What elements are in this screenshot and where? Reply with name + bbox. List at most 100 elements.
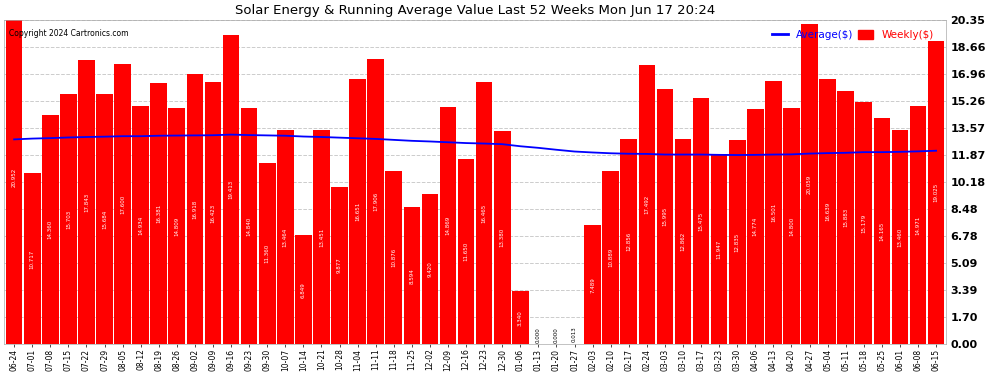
Title: Solar Energy & Running Average Value Last 52 Weeks Mon Jun 17 20:24: Solar Energy & Running Average Value Las… (235, 4, 715, 17)
Text: 7.489: 7.489 (590, 277, 595, 292)
Bar (729, 140, 745, 344)
Text: 15.475: 15.475 (699, 211, 704, 231)
Bar (313, 130, 330, 344)
Text: 10.717: 10.717 (30, 249, 35, 268)
Text: 12.856: 12.856 (627, 232, 632, 252)
Bar (892, 130, 908, 344)
Legend: Average($), Weekly($): Average($), Weekly($) (770, 28, 937, 42)
Bar (873, 118, 890, 344)
Bar (6, 10, 23, 344)
Text: 20.952: 20.952 (12, 168, 17, 187)
Text: 3.340: 3.340 (518, 310, 523, 326)
Text: 14.971: 14.971 (916, 215, 921, 235)
Text: 13.460: 13.460 (898, 227, 903, 247)
Text: 13.464: 13.464 (283, 227, 288, 247)
Bar (639, 65, 655, 344)
Text: 16.423: 16.423 (211, 204, 216, 223)
Text: 0.013: 0.013 (572, 326, 577, 342)
Text: 0.000: 0.000 (554, 327, 559, 343)
Text: 14.800: 14.800 (789, 217, 794, 236)
Text: 8.594: 8.594 (409, 268, 415, 284)
Text: 16.651: 16.651 (355, 202, 360, 221)
Text: 15.995: 15.995 (662, 207, 667, 226)
Text: 17.600: 17.600 (120, 194, 125, 214)
Text: 15.883: 15.883 (843, 208, 848, 227)
Text: 17.492: 17.492 (644, 195, 649, 214)
Bar (133, 106, 148, 344)
Text: 19.025: 19.025 (934, 183, 939, 202)
Bar (783, 108, 800, 344)
Text: 14.840: 14.840 (247, 216, 251, 236)
Text: 9.420: 9.420 (428, 261, 433, 277)
Bar (295, 235, 312, 344)
Text: 10.876: 10.876 (391, 248, 396, 267)
Bar (838, 91, 854, 344)
Text: 19.413: 19.413 (229, 180, 234, 199)
Bar (765, 81, 782, 344)
Text: 6.849: 6.849 (301, 282, 306, 298)
Bar (186, 75, 203, 344)
Bar (494, 131, 511, 344)
Bar (223, 34, 240, 344)
Text: 17.843: 17.843 (84, 192, 89, 212)
Bar (476, 82, 492, 344)
Bar (440, 107, 456, 344)
Text: 13.451: 13.451 (319, 228, 324, 247)
Bar (60, 94, 76, 344)
Bar (621, 139, 638, 344)
Bar (259, 163, 275, 344)
Bar (910, 105, 927, 344)
Bar (385, 171, 402, 344)
Text: 0.000: 0.000 (536, 327, 541, 343)
Bar (675, 139, 691, 344)
Text: 15.703: 15.703 (66, 210, 71, 229)
Bar (512, 291, 529, 344)
Bar (205, 82, 222, 344)
Bar (42, 115, 58, 344)
Text: 13.380: 13.380 (500, 228, 505, 247)
Text: 20.059: 20.059 (807, 175, 812, 194)
Text: 9.877: 9.877 (337, 258, 342, 273)
Text: 14.774: 14.774 (752, 217, 757, 236)
Text: 12.862: 12.862 (680, 232, 685, 251)
Text: 14.869: 14.869 (446, 216, 450, 236)
Bar (349, 79, 366, 344)
Bar (656, 89, 673, 344)
Bar (277, 130, 294, 344)
Text: 16.639: 16.639 (825, 202, 831, 221)
Bar (711, 154, 728, 344)
Bar (928, 41, 944, 344)
Bar (404, 207, 420, 344)
Bar (24, 173, 41, 344)
Text: 14.165: 14.165 (879, 222, 884, 241)
Bar (168, 108, 185, 344)
Text: 12.835: 12.835 (735, 232, 740, 252)
Text: 15.684: 15.684 (102, 210, 107, 229)
Bar (602, 171, 619, 344)
Bar (241, 108, 257, 344)
Text: 16.465: 16.465 (482, 204, 487, 223)
Text: 16.501: 16.501 (771, 203, 776, 222)
Text: 14.360: 14.360 (48, 220, 52, 240)
Text: 14.934: 14.934 (139, 216, 144, 235)
Bar (801, 24, 818, 344)
Bar (693, 98, 710, 344)
Text: 14.809: 14.809 (174, 217, 179, 236)
Bar (747, 109, 763, 344)
Text: 16.918: 16.918 (192, 200, 197, 219)
Text: 15.179: 15.179 (861, 214, 866, 233)
Bar (114, 64, 131, 344)
Text: 16.381: 16.381 (156, 204, 161, 224)
Bar (367, 59, 384, 344)
Bar (422, 194, 439, 344)
Bar (855, 102, 872, 344)
Bar (457, 159, 474, 344)
Bar (96, 94, 113, 344)
Text: 17.906: 17.906 (373, 192, 378, 211)
Bar (332, 187, 347, 344)
Text: 10.889: 10.889 (608, 248, 613, 267)
Bar (78, 60, 95, 344)
Text: Copyright 2024 Cartronics.com: Copyright 2024 Cartronics.com (9, 30, 129, 39)
Text: 11.650: 11.650 (463, 242, 468, 261)
Bar (820, 79, 836, 344)
